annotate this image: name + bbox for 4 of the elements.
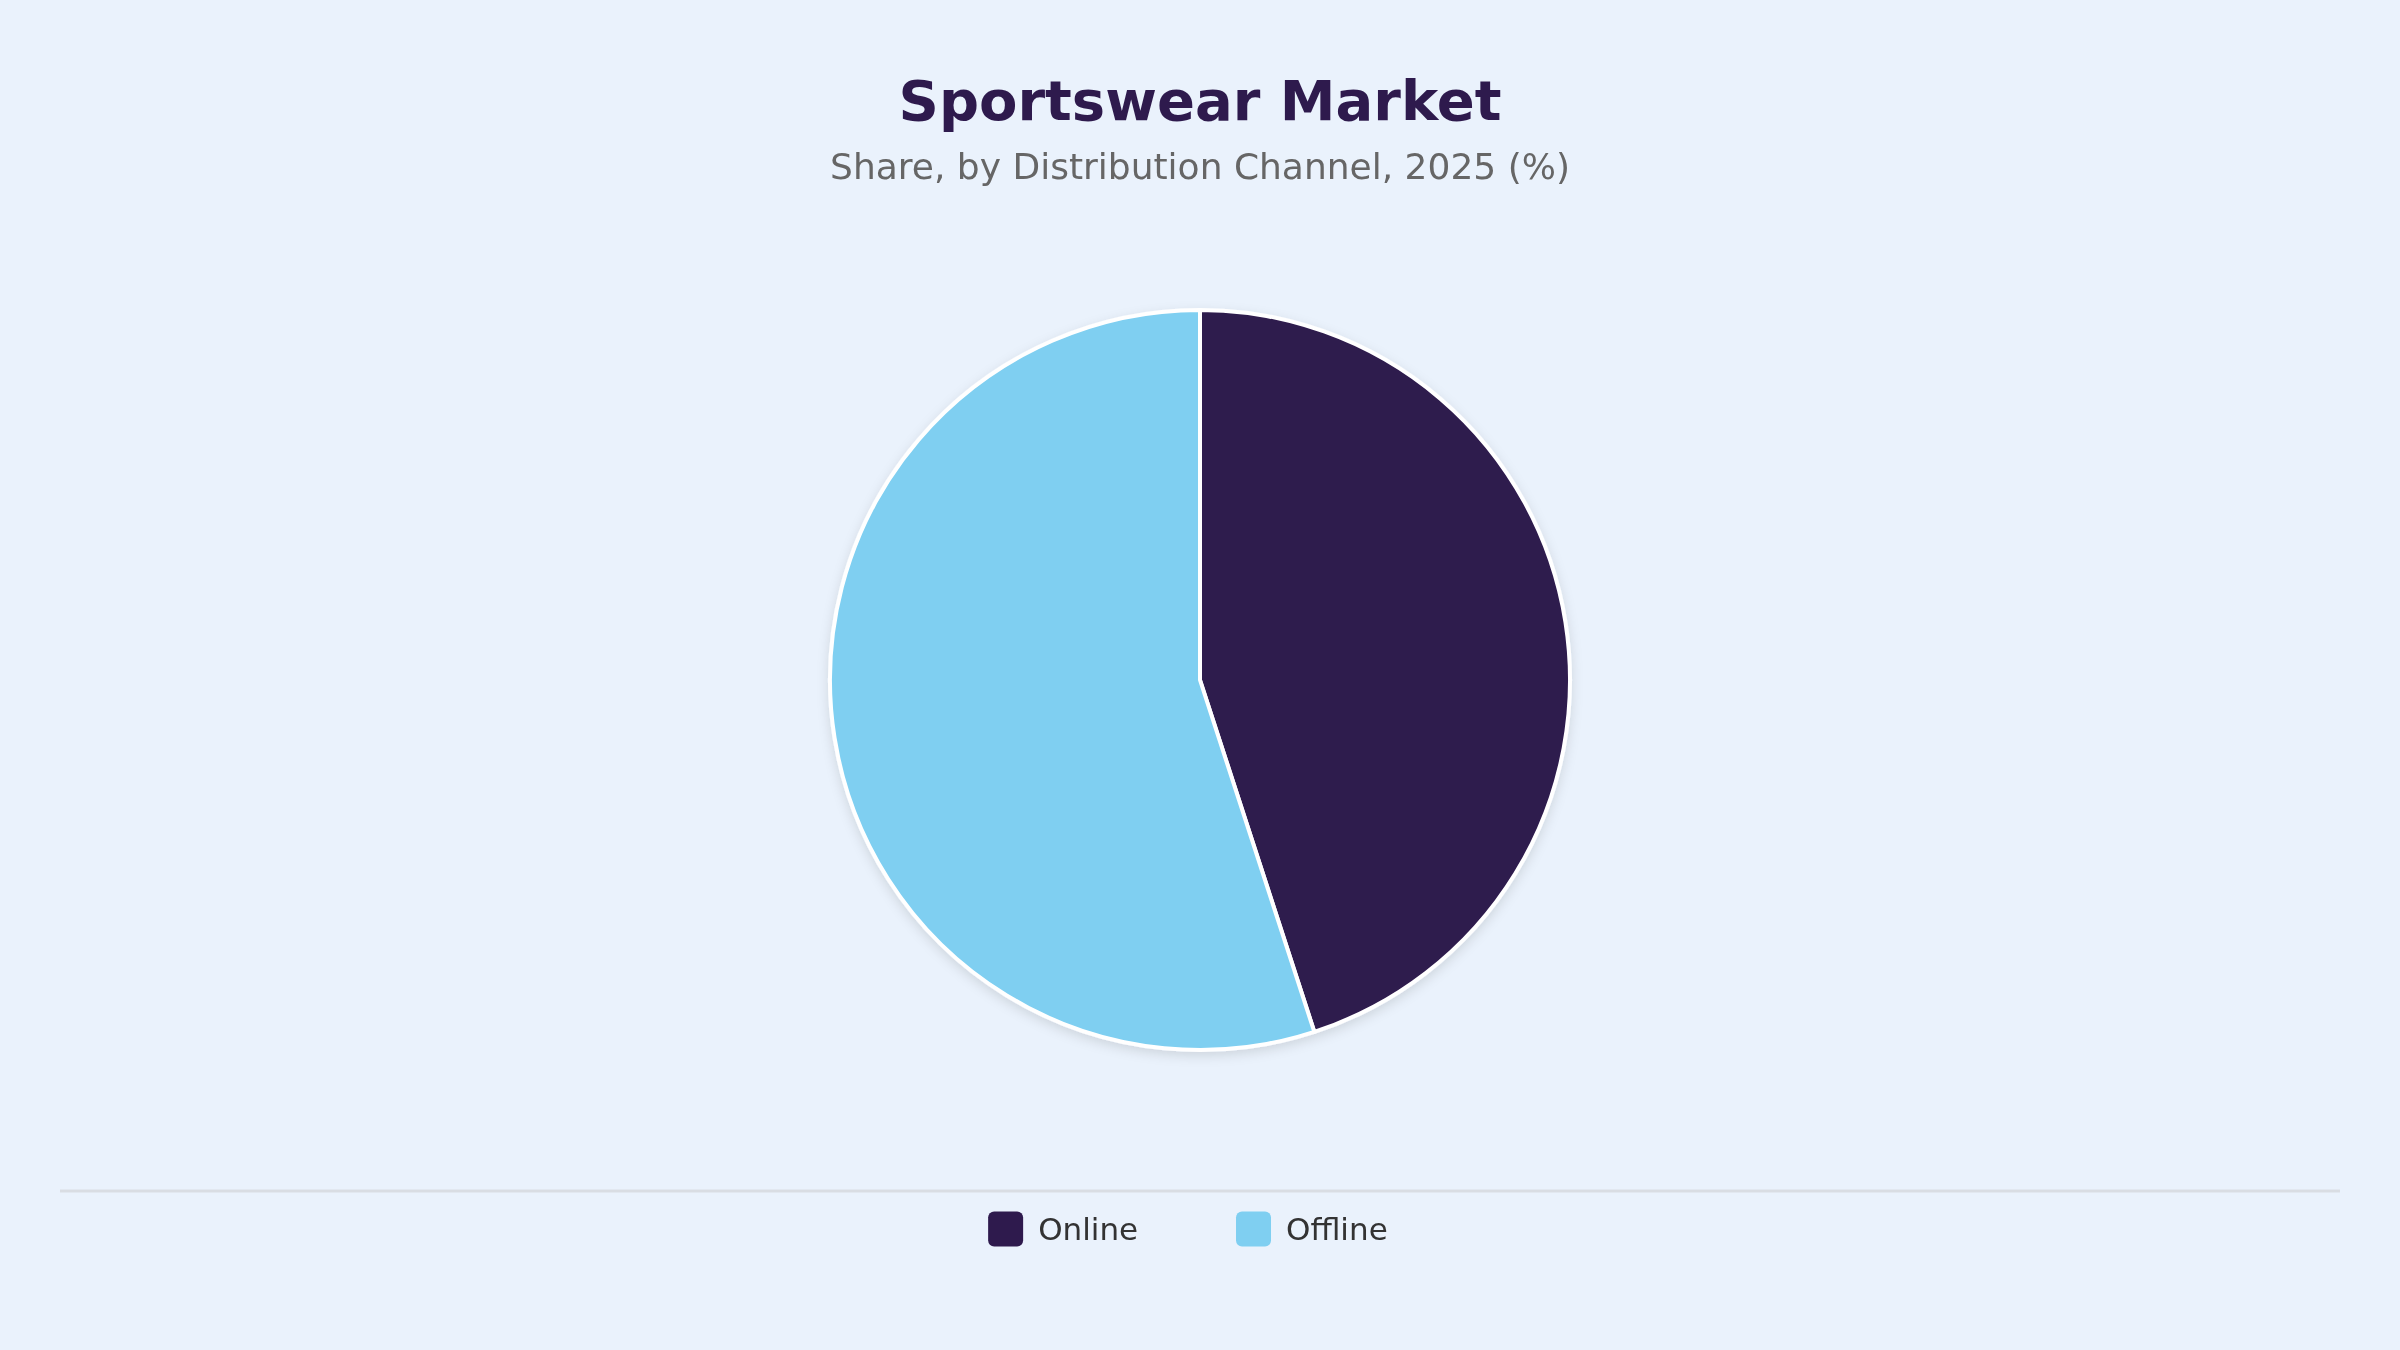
legend-label: Offline bbox=[1286, 1211, 1388, 1247]
chart-subtitle: Share, by Distribution Channel, 2025 (%) bbox=[830, 145, 1570, 187]
legend-label: Online bbox=[1038, 1211, 1139, 1247]
chart-title: Sportswear Market bbox=[898, 67, 1502, 133]
